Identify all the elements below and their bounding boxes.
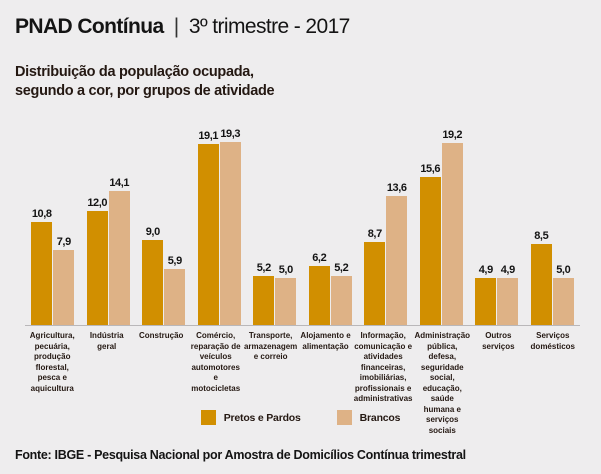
page-title-separator: |: [173, 15, 179, 38]
bar-group: 5,2 5,0: [247, 262, 303, 325]
bar-brancos: [330, 275, 352, 325]
bar-brancos: [497, 278, 519, 325]
bar-brancos: [441, 142, 463, 325]
bar-brancos: [53, 250, 75, 325]
bar-pretos-pardos: [419, 176, 441, 325]
category-label: Indústria geral: [89, 331, 124, 351]
legend-swatch-brancos: [336, 410, 352, 425]
bar-value-label: 5,9: [167, 254, 182, 267]
category-label: Administração pública, defesa, seguridad…: [414, 331, 471, 435]
source-note: Fonte: IBGE - Pesquisa Nacional por Amos…: [15, 448, 466, 462]
chart-subtitle: Distribuição da população ocupada, segun…: [15, 64, 275, 100]
bar-group: 6,2 5,2: [303, 252, 359, 325]
category-label: Transporte, armazenagem e correio: [243, 331, 298, 362]
bar-value-label: 14,1: [109, 177, 130, 190]
category-label: Informação, comunicação e atividades fin…: [353, 331, 413, 404]
legend: Pretos e Pardos Brancos: [0, 410, 601, 425]
bar-brancos: [275, 277, 297, 325]
bar-group: 10,8 7,9: [25, 208, 81, 325]
bar-group: 8,5 5,0: [525, 230, 581, 325]
bar-pretos-pardos: [86, 211, 108, 325]
bar-value-label: 19,2: [442, 128, 463, 141]
bar-value-label: 5,2: [334, 261, 349, 274]
bar-value-label: 4,9: [478, 264, 493, 277]
bar-value-label: 5,0: [556, 263, 571, 276]
bar-group: 15,6 19,2: [414, 129, 470, 325]
page-title-period: 3º trimestre - 2017: [188, 15, 350, 38]
legend-label-pretos-pardos: Pretos e Pardos: [223, 411, 301, 424]
bar-pretos-pardos: [253, 275, 275, 325]
category-axis: Agricultura, pecuária, produção floresta…: [25, 331, 580, 436]
category-label: Serviços domésticos: [530, 331, 576, 351]
bar-group: 4,9 4,9: [469, 264, 525, 325]
bar-pretos-pardos: [475, 278, 497, 325]
bar-brancos: [164, 268, 186, 325]
bar-value-label: 9,0: [145, 225, 160, 238]
bar-value-label: 6,2: [312, 252, 327, 265]
bar-pretos-pardos: [31, 222, 53, 325]
bar-value-label: 19,3: [220, 127, 241, 140]
bar-pretos-pardos: [197, 143, 219, 325]
bar-pretos-pardos: [308, 266, 330, 325]
bar-value-label: 13,6: [386, 181, 407, 194]
bar-brancos: [108, 191, 130, 325]
legend-item-pretos-pardos: Pretos e Pardos: [200, 410, 301, 425]
bar-pretos-pardos: [142, 239, 164, 325]
plot-area: 10,8 7,9 12,0 14,1 9,0 5,9 19,1 19,3 5,2 5,0 6,2 5,…: [25, 128, 581, 326]
bar-value-label: 8,7: [367, 228, 382, 241]
category-label: Construção: [138, 331, 184, 340]
bar-value-label: 15,6: [420, 162, 441, 175]
bar-value-label: 5,0: [278, 263, 293, 276]
page-title: PNAD Contínua | 3º trimestre - 2017: [15, 15, 350, 39]
category-label: Alojamento e alimentação: [300, 331, 351, 351]
bar-group: 9,0 5,9: [136, 225, 192, 325]
bar-pretos-pardos: [530, 244, 552, 325]
legend-label-brancos: Brancos: [359, 411, 401, 424]
bar-value-label: 19,1: [198, 129, 219, 142]
bar-group: 19,1 19,3: [192, 128, 248, 325]
bar-value-label: 8,5: [534, 230, 549, 243]
bar-brancos: [219, 141, 241, 325]
bar-value-label: 7,9: [56, 236, 71, 248]
bar-value-label: 4,9: [500, 264, 515, 277]
bar-group: 12,0 14,1: [81, 177, 137, 325]
bar-group: 8,7 13,6: [358, 182, 414, 325]
bar-value-label: 10,8: [31, 208, 52, 221]
category-label: Agricultura, pecuária, produção floresta…: [29, 331, 75, 393]
category-label: Outros serviços: [482, 331, 515, 351]
category-label: Comércio, reparação de veículos automoto…: [190, 331, 241, 393]
bar-value-label: 5,2: [256, 261, 271, 274]
bar-value-label: 12,0: [87, 197, 108, 209]
legend-swatch-pretos-pardos: [200, 410, 216, 425]
bar-brancos: [552, 277, 574, 325]
bar-brancos: [386, 195, 408, 325]
bar-pretos-pardos: [364, 242, 386, 325]
legend-item-brancos: Brancos: [336, 410, 401, 425]
page-title-brand: PNAD Contínua: [15, 15, 164, 38]
